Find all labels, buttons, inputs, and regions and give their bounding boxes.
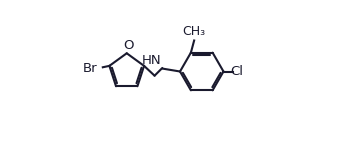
Text: CH₃: CH₃	[183, 25, 206, 38]
Text: O: O	[123, 39, 133, 52]
Text: Br: Br	[82, 62, 97, 75]
Text: HN: HN	[142, 54, 162, 67]
Text: Cl: Cl	[230, 65, 243, 78]
